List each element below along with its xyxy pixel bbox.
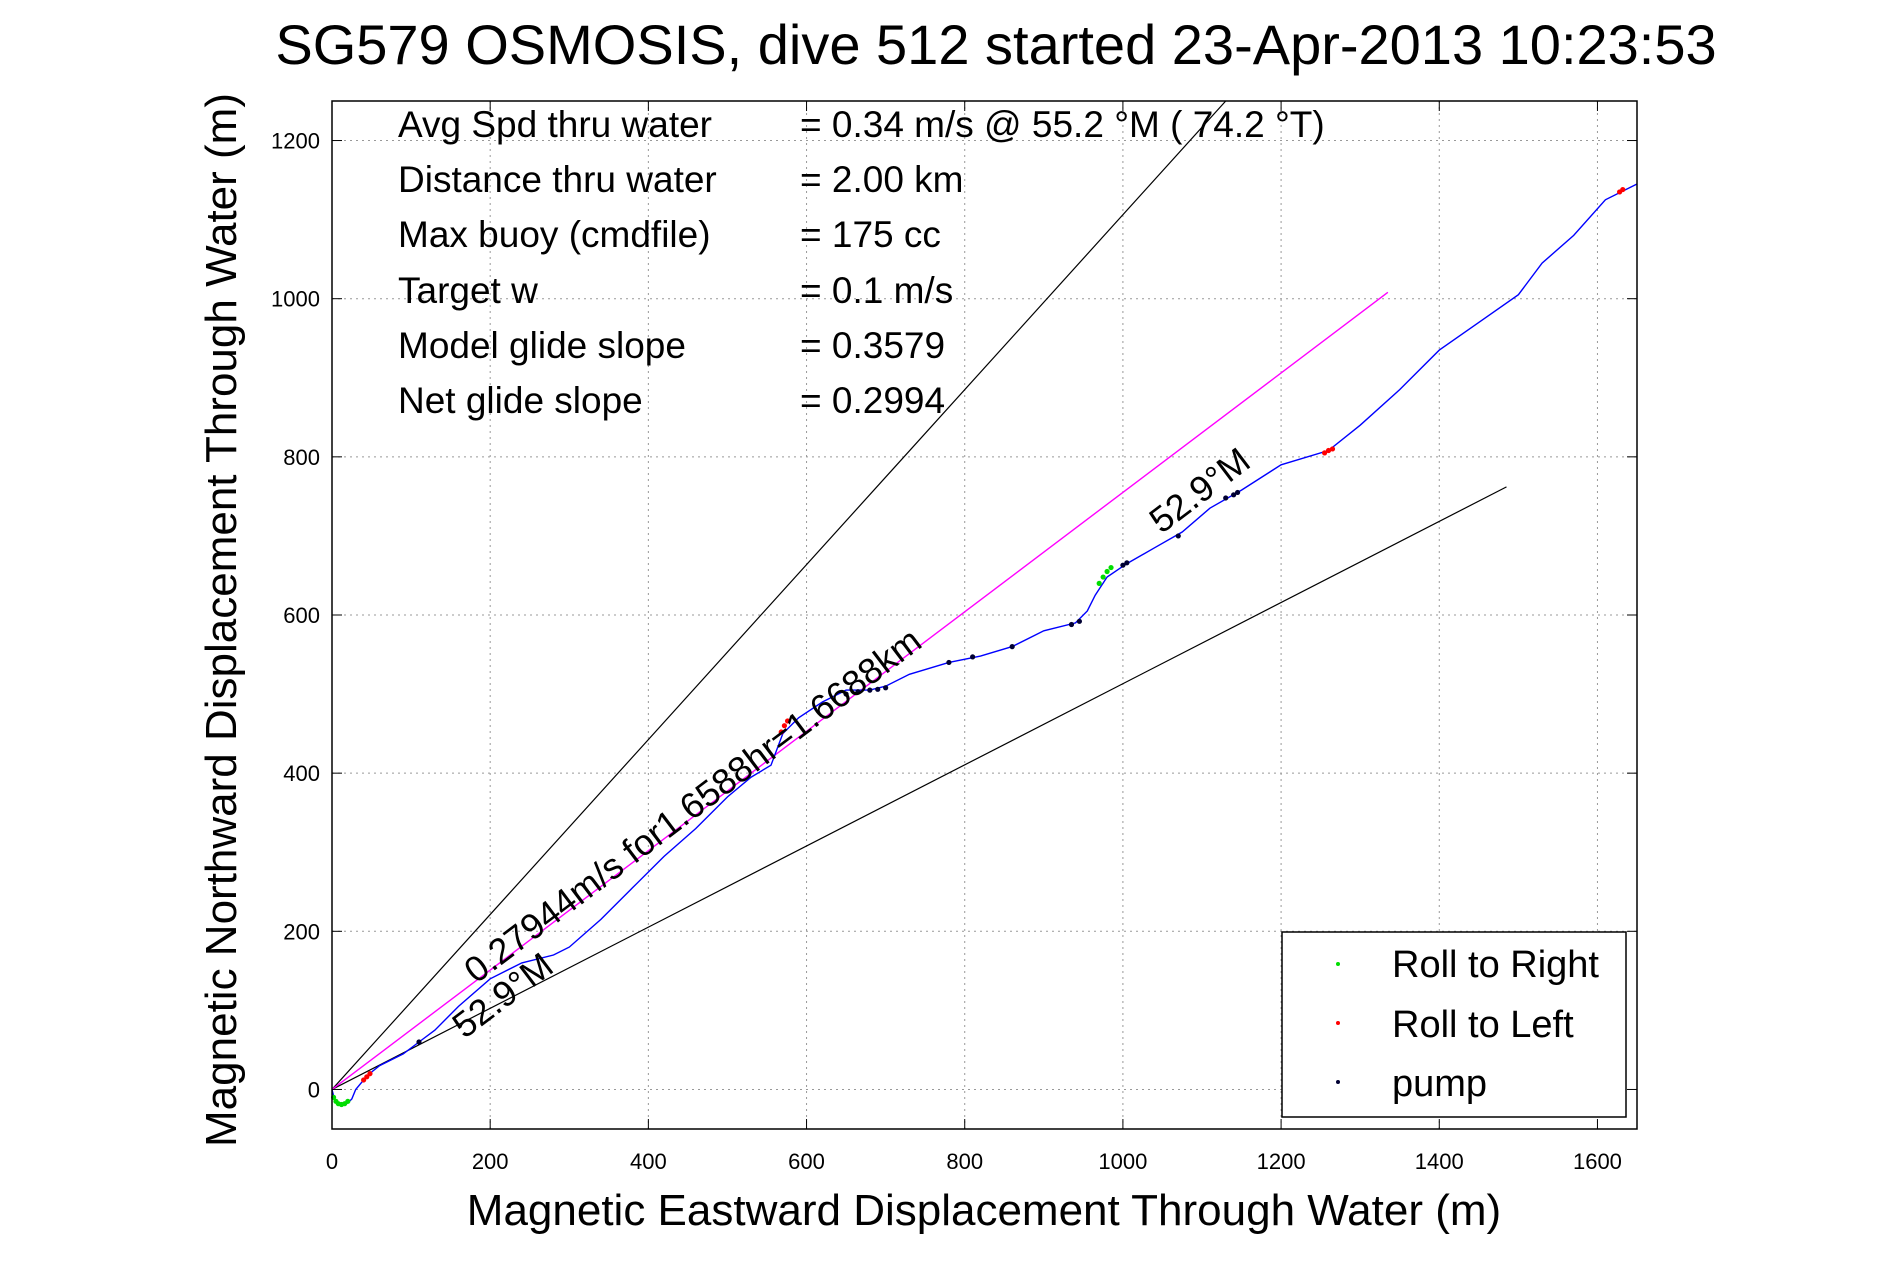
roll-left-point xyxy=(361,1077,367,1083)
legend-marker-roll-right xyxy=(1336,962,1340,966)
legend-label-pump: pump xyxy=(1392,1063,1487,1105)
roll-left-point xyxy=(1329,446,1336,452)
chart-title: SG579 OSMOSIS, dive 512 started 23-Apr-2… xyxy=(275,13,1716,76)
info-label-avg-speed: Avg Spd thru water xyxy=(398,104,712,145)
x-axis-ticks: 0 200 400 600 800 1000 1200 1400 1600 xyxy=(326,101,1622,1174)
pump-point xyxy=(1009,644,1015,650)
x-axis-label: Magnetic Eastward Displacement Through W… xyxy=(467,1186,1501,1235)
roll-left-point xyxy=(784,718,791,724)
roll-left-point xyxy=(1620,186,1626,193)
info-value-distance: = 2.00 km xyxy=(800,159,964,200)
x-tick-label: 800 xyxy=(946,1149,983,1174)
x-tick-label: 0 xyxy=(326,1149,338,1174)
pump-point xyxy=(883,685,889,691)
roll-right-point xyxy=(345,1098,351,1104)
envelope-line xyxy=(331,486,1507,1090)
pump-point xyxy=(1175,533,1181,539)
x-tick-label: 200 xyxy=(472,1149,509,1174)
legend-label-roll-left: Roll to Left xyxy=(1392,1004,1574,1046)
x-tick-label: 1600 xyxy=(1573,1149,1622,1174)
legend-marker-roll-left xyxy=(1336,1021,1340,1025)
info-block: Avg Spd thru water = 0.34 m/s @ 55.2 °M … xyxy=(398,104,1325,421)
info-label-target-w: Target w xyxy=(398,270,538,311)
y-tick-label: 400 xyxy=(283,761,320,786)
y-tick-label: 1200 xyxy=(271,129,320,154)
info-value-target-w: = 0.1 m/s xyxy=(800,270,953,311)
pump-point xyxy=(1231,492,1237,498)
info-value-model-glide: = 0.3579 xyxy=(800,325,945,366)
y-axis-label: Magnetic Northward Displacement Through … xyxy=(197,93,246,1147)
legend: Roll to Right Roll to Left pump xyxy=(1281,931,1627,1118)
x-tick-label: 400 xyxy=(630,1149,667,1174)
roll-right-point xyxy=(1100,574,1106,580)
y-tick-label: 0 xyxy=(308,1077,320,1102)
roll-left-point xyxy=(781,723,788,729)
pump-point xyxy=(1234,489,1241,496)
y-tick-label: 1000 xyxy=(271,287,320,312)
pump-point xyxy=(1120,562,1126,568)
pump-point xyxy=(1076,618,1083,624)
y-tick-label: 200 xyxy=(283,919,320,944)
y-tick-label: 600 xyxy=(283,603,320,628)
info-label-max-buoy: Max buoy (cmdfile) xyxy=(398,214,711,255)
legend-label-roll-right: Roll to Right xyxy=(1392,944,1599,986)
pump-point xyxy=(1068,621,1075,628)
pump-point xyxy=(416,1039,422,1045)
roll-right-point xyxy=(1108,564,1114,571)
info-label-distance: Distance thru water xyxy=(398,159,717,200)
roll-left-point xyxy=(1325,447,1332,454)
pump-point xyxy=(843,691,849,697)
legend-marker-pump xyxy=(1336,1080,1340,1084)
info-label-net-glide: Net glide slope xyxy=(398,380,643,421)
roll-left-point xyxy=(364,1074,370,1080)
info-value-max-buoy: = 175 cc xyxy=(800,214,941,255)
info-label-model-glide: Model glide slope xyxy=(398,325,686,366)
envelope-lines xyxy=(331,100,1507,1090)
roll-left-point xyxy=(1321,450,1328,456)
x-tick-label: 1400 xyxy=(1415,1149,1464,1174)
x-tick-label: 1000 xyxy=(1098,1149,1147,1174)
x-tick-label: 1200 xyxy=(1257,1149,1306,1174)
roll-right-point xyxy=(1096,580,1102,586)
envelope-line xyxy=(331,100,1227,1090)
info-value-net-glide: = 0.2994 xyxy=(800,380,945,421)
pump-point xyxy=(946,659,952,666)
pump-point xyxy=(970,654,976,660)
pump-point xyxy=(867,687,873,693)
marker-points xyxy=(330,186,1626,1108)
roll-left-point xyxy=(367,1071,373,1077)
y-tick-label: 800 xyxy=(283,445,320,470)
roll-left-point xyxy=(778,729,784,735)
info-value-avg-speed: = 0.34 m/s @ 55.2 °M ( 74.2 °T) xyxy=(800,104,1325,145)
pump-point xyxy=(1223,495,1229,501)
pump-point xyxy=(875,686,881,692)
roll-right-point xyxy=(1104,568,1110,575)
pump-point xyxy=(1124,560,1130,566)
y-axis-ticks: 0 200 400 600 800 1000 1200 xyxy=(271,129,1637,1102)
x-tick-label: 600 xyxy=(788,1149,825,1174)
pump-point xyxy=(855,689,861,695)
